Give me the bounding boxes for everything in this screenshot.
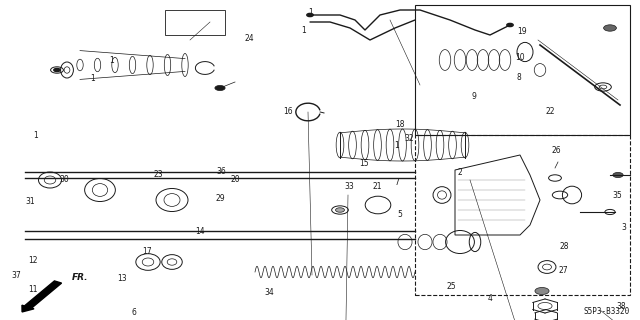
Bar [415, 5, 630, 135]
Text: 14: 14 [195, 228, 205, 236]
FancyArrow shape [22, 281, 61, 312]
Text: 1: 1 [90, 74, 95, 83]
Text: 23: 23 [153, 170, 163, 179]
Text: 37: 37 [11, 271, 21, 280]
Text: 11: 11 [29, 285, 38, 294]
Text: 1: 1 [301, 26, 307, 35]
Text: 24: 24 [244, 34, 255, 43]
Text: 17: 17 [142, 247, 152, 256]
Text: 32: 32 [404, 134, 415, 143]
Text: 30: 30 [59, 175, 69, 184]
Text: 35: 35 [612, 191, 623, 200]
Text: 18: 18 [396, 120, 404, 129]
Text: 12: 12 [29, 256, 38, 265]
Text: 29: 29 [216, 194, 226, 203]
Text: 3: 3 [621, 223, 627, 232]
Text: 5: 5 [397, 210, 403, 219]
Text: 16: 16 [283, 108, 293, 116]
Bar [165, 10, 225, 35]
Text: S5P3-B3320: S5P3-B3320 [584, 307, 630, 316]
Text: 27: 27 [558, 266, 568, 275]
Text: FR.: FR. [72, 274, 88, 283]
Bar [415, 135, 630, 295]
Ellipse shape [535, 287, 549, 294]
Circle shape [54, 68, 60, 72]
Text: 15: 15 [358, 159, 369, 168]
Circle shape [335, 208, 344, 212]
Circle shape [613, 172, 623, 178]
Text: 1: 1 [394, 141, 399, 150]
Text: 9: 9 [471, 92, 476, 101]
Text: 21: 21 [373, 182, 382, 191]
Circle shape [215, 85, 225, 91]
Text: 19: 19 [516, 28, 527, 36]
Text: 4: 4 [487, 294, 492, 303]
Text: 1: 1 [33, 132, 38, 140]
Text: 25: 25 [446, 282, 456, 291]
Text: 38: 38 [616, 302, 626, 311]
Text: 8: 8 [516, 73, 521, 82]
Text: 31: 31 [25, 197, 35, 206]
Text: 36: 36 [216, 167, 226, 176]
Text: 33: 33 [344, 182, 354, 191]
Text: 34: 34 [264, 288, 274, 297]
Text: 2: 2 [457, 168, 462, 177]
Circle shape [307, 13, 313, 17]
Text: 13: 13 [116, 274, 127, 283]
Text: 6: 6 [132, 308, 137, 317]
Circle shape [507, 23, 513, 27]
Text: 26: 26 [552, 146, 562, 155]
Text: 10: 10 [515, 53, 525, 62]
Text: 1: 1 [109, 56, 115, 65]
Text: 1: 1 [308, 8, 313, 17]
Text: 22: 22 [546, 107, 555, 116]
Text: 7: 7 [394, 178, 399, 187]
Text: 28: 28 [560, 242, 569, 251]
Text: 20: 20 [230, 175, 241, 184]
Circle shape [604, 25, 616, 31]
